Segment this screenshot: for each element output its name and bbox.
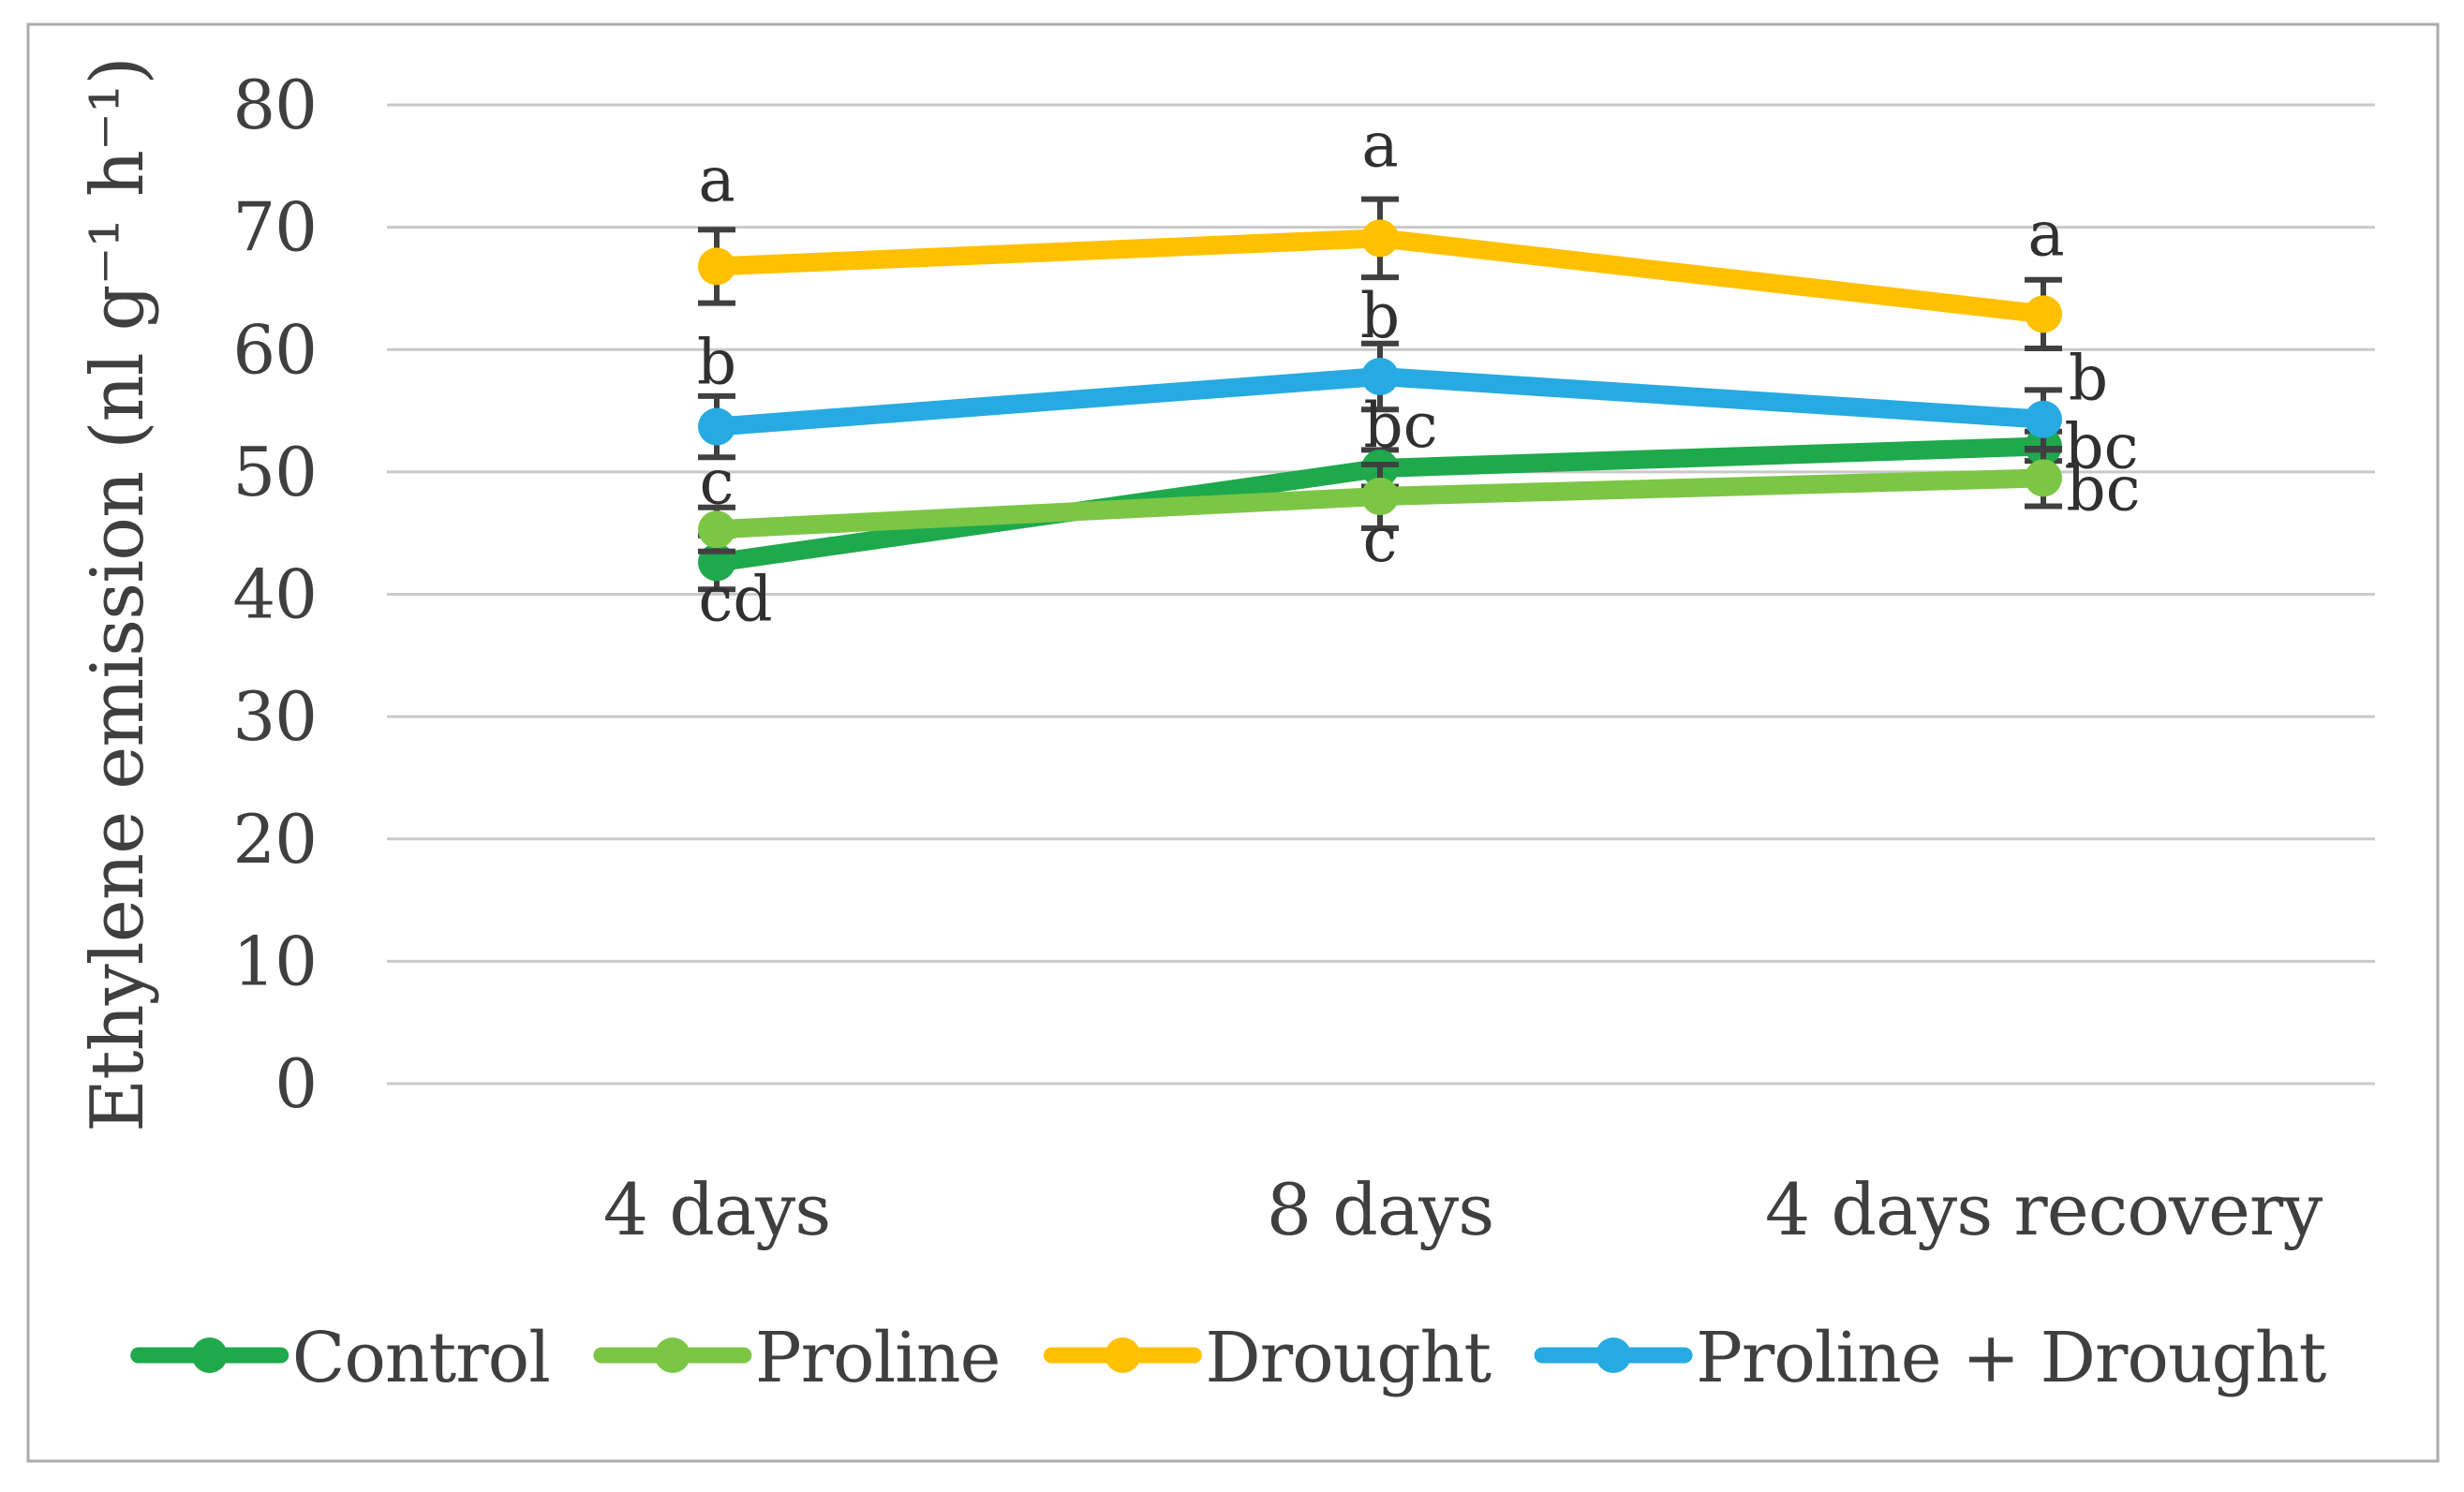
legend-item: Control (130, 1318, 551, 1398)
significance-letter: c (700, 446, 735, 518)
legend-label: Control (292, 1318, 550, 1398)
legend: Control Proline Drought Proline + Drought (130, 1318, 2328, 1398)
significance-letter: bc (1363, 390, 1437, 462)
legend-item: Proline + Drought (1534, 1318, 2328, 1398)
significance-letter: b (697, 327, 736, 399)
significance-letter: a (1361, 109, 1398, 181)
y-tick-label-30: 30 (232, 677, 317, 756)
legend-marker (1596, 1337, 1632, 1373)
y-tick-label-0: 0 (275, 1044, 317, 1123)
y-tick-label-70: 70 (232, 188, 317, 267)
y-axis-tick-labels: 80 70 60 50 40 30 20 10 0 (232, 66, 318, 1123)
legend-item: Proline (593, 1318, 1001, 1398)
y-tick-label-20: 20 (232, 800, 317, 879)
y-tick-label-50: 50 (232, 433, 317, 511)
significance-letter: a (698, 143, 735, 215)
data-point-marker (2025, 400, 2062, 438)
significance-letter: b (1360, 280, 1400, 352)
legend-label: Proline (755, 1318, 1001, 1398)
x-axis-category-labels: 4 days 8 days 4 days recovery (603, 1168, 2323, 1251)
legend-item: Drought (1043, 1318, 1492, 1398)
x-category-label: 4 days recovery (1765, 1168, 2323, 1251)
legend-marker (654, 1337, 690, 1373)
data-point-marker (698, 407, 735, 446)
significance-letter: b (2069, 343, 2108, 415)
data-point-marker (1361, 478, 1399, 515)
y-axis-title: Ethylene emission (nl g⁻¹ h⁻¹) (76, 57, 160, 1132)
y-tick-label-80: 80 (232, 66, 317, 144)
legend-label: Proline + Drought (1696, 1318, 2326, 1398)
series-drought (698, 196, 2062, 351)
legend-marker (1105, 1337, 1141, 1373)
data-point-marker (1361, 357, 1399, 395)
data-point-marker (698, 510, 735, 549)
significance-letter: a (2027, 198, 2064, 270)
data-point-marker (2025, 295, 2062, 333)
significance-letter: cd (698, 564, 772, 636)
significance-letter: bc (2064, 410, 2138, 482)
data-point-marker (1361, 219, 1399, 258)
significance-letter: bc (2066, 452, 2140, 524)
x-category-label: 4 days (603, 1168, 830, 1251)
data-point-marker (698, 247, 735, 286)
figure-border (26, 22, 2440, 1463)
x-category-label: 8 days (1267, 1168, 1493, 1251)
legend-label: Drought (1205, 1318, 1492, 1398)
legend-marker (191, 1337, 228, 1373)
y-tick-label-40: 40 (232, 555, 317, 634)
series-proline-drought (698, 340, 2062, 461)
y-tick-label-10: 10 (232, 922, 317, 1000)
data-series-group (698, 196, 2062, 593)
significance-letter: c (1363, 504, 1398, 576)
data-point-marker (2025, 459, 2062, 497)
y-tick-label-60: 60 (232, 310, 317, 389)
